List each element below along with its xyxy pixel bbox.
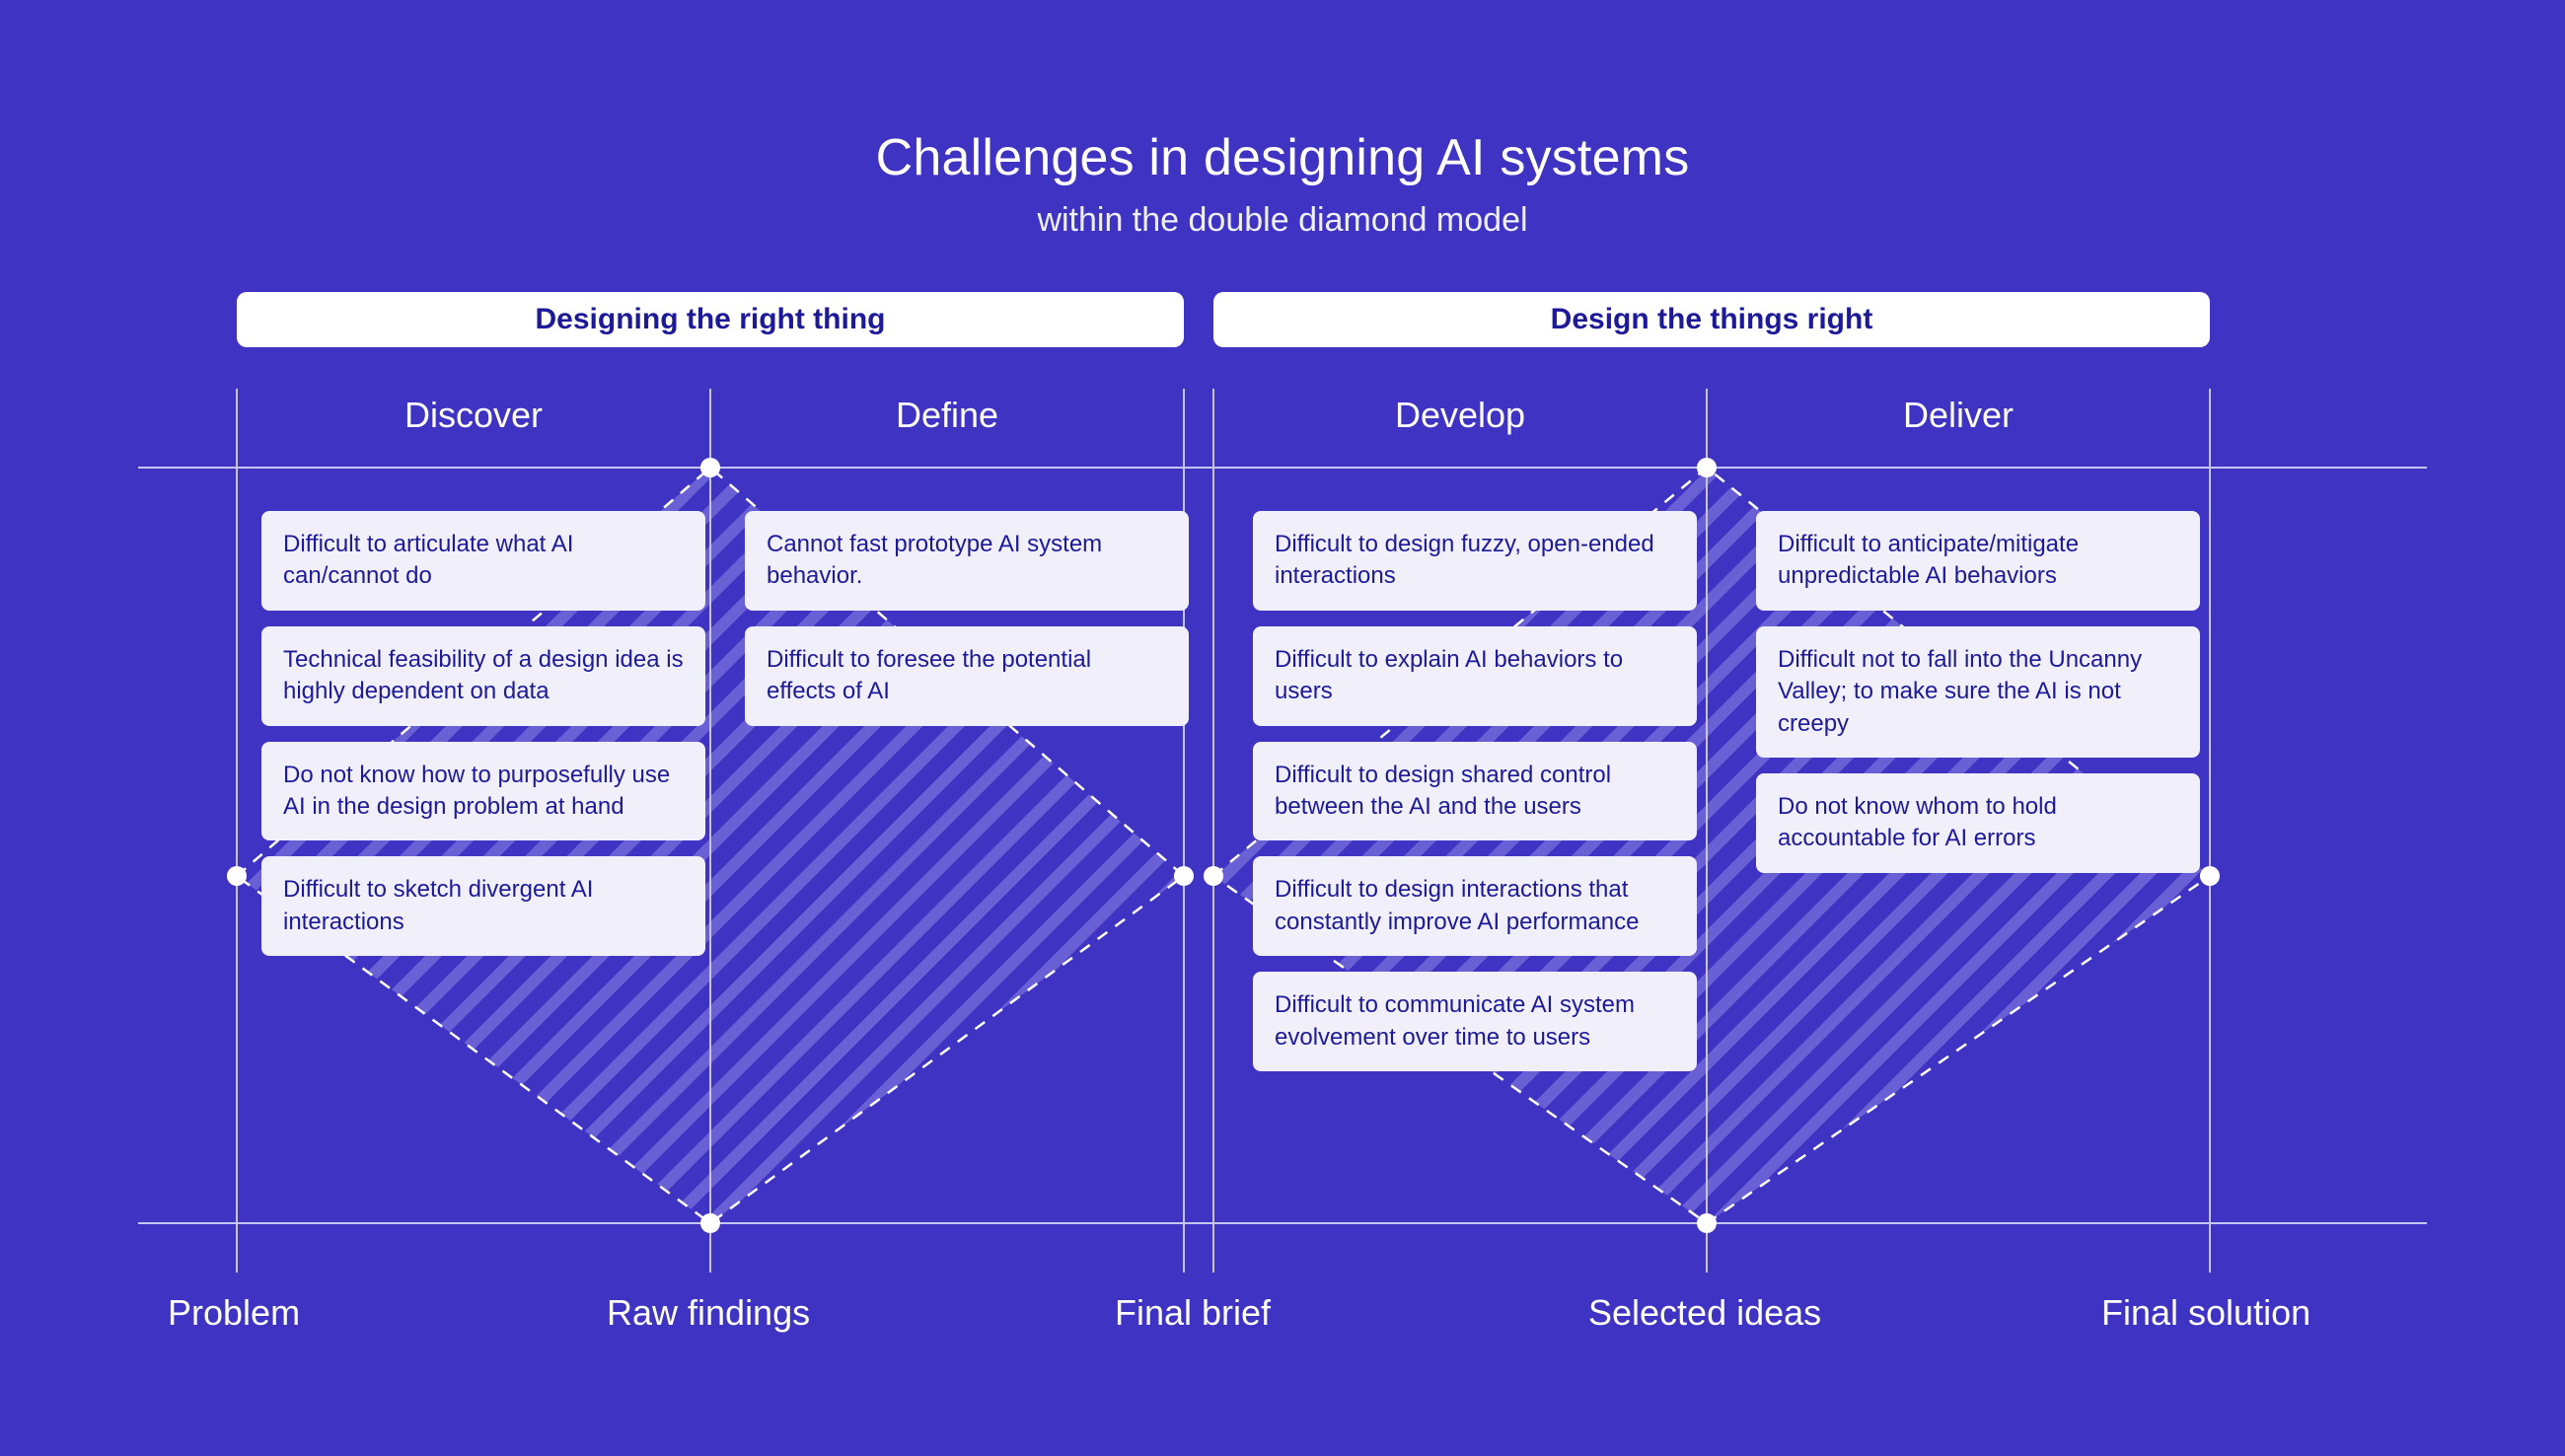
- header-right-text: Design the things right: [1551, 303, 1873, 336]
- card-develop-4: Difficult to communicate AI system evolv…: [1253, 972, 1697, 1071]
- page-subtitle: within the double diamond model: [0, 201, 2565, 240]
- milestone-problem: Problem: [168, 1292, 300, 1334]
- card-develop-3: Difficult to design interactions that co…: [1253, 856, 1697, 956]
- card-discover-2: Do not know how to purposefully use AI i…: [261, 742, 705, 841]
- cards-deliver: Difficult to anticipate/mitigate unpredi…: [1756, 511, 2200, 873]
- card-discover-1: Technical feasibility of a design idea i…: [261, 626, 705, 726]
- milestone-selected: Selected ideas: [1588, 1292, 1821, 1334]
- header-left-text: Designing the right thing: [536, 303, 886, 336]
- card-discover-0: Difficult to articulate what AI can/cann…: [261, 511, 705, 611]
- cards-develop: Difficult to design fuzzy, open-ended in…: [1253, 511, 1697, 1071]
- card-discover-3: Difficult to sketch divergent AI interac…: [261, 856, 705, 956]
- phase-deliver: Deliver: [1810, 395, 2106, 436]
- header-left-pill: Designing the right thing: [237, 292, 1184, 347]
- cards-define: Cannot fast prototype AI system behavior…: [745, 511, 1189, 726]
- milestone-solution: Final solution: [2101, 1292, 2310, 1334]
- phase-discover: Discover: [326, 395, 622, 436]
- card-define-1: Difficult to foresee the potential effec…: [745, 626, 1189, 726]
- milestone-raw: Raw findings: [607, 1292, 810, 1334]
- page-title: Challenges in designing AI systems: [0, 128, 2565, 187]
- milestone-brief: Final brief: [1115, 1292, 1271, 1334]
- card-develop-2: Difficult to design shared control betwe…: [1253, 742, 1697, 841]
- phase-develop: Develop: [1312, 395, 1608, 436]
- title-block: Challenges in designing AI systems withi…: [0, 128, 2565, 240]
- cards-discover: Difficult to articulate what AI can/cann…: [261, 511, 705, 956]
- header-right-pill: Design the things right: [1213, 292, 2210, 347]
- card-define-0: Cannot fast prototype AI system behavior…: [745, 511, 1189, 611]
- card-deliver-1: Difficult not to fall into the Uncanny V…: [1756, 626, 2200, 758]
- card-develop-0: Difficult to design fuzzy, open-ended in…: [1253, 511, 1697, 611]
- card-develop-1: Difficult to explain AI behaviors to use…: [1253, 626, 1697, 726]
- card-deliver-0: Difficult to anticipate/mitigate unpredi…: [1756, 511, 2200, 611]
- card-deliver-2: Do not know whom to hold accountable for…: [1756, 773, 2200, 873]
- phase-define: Define: [799, 395, 1095, 436]
